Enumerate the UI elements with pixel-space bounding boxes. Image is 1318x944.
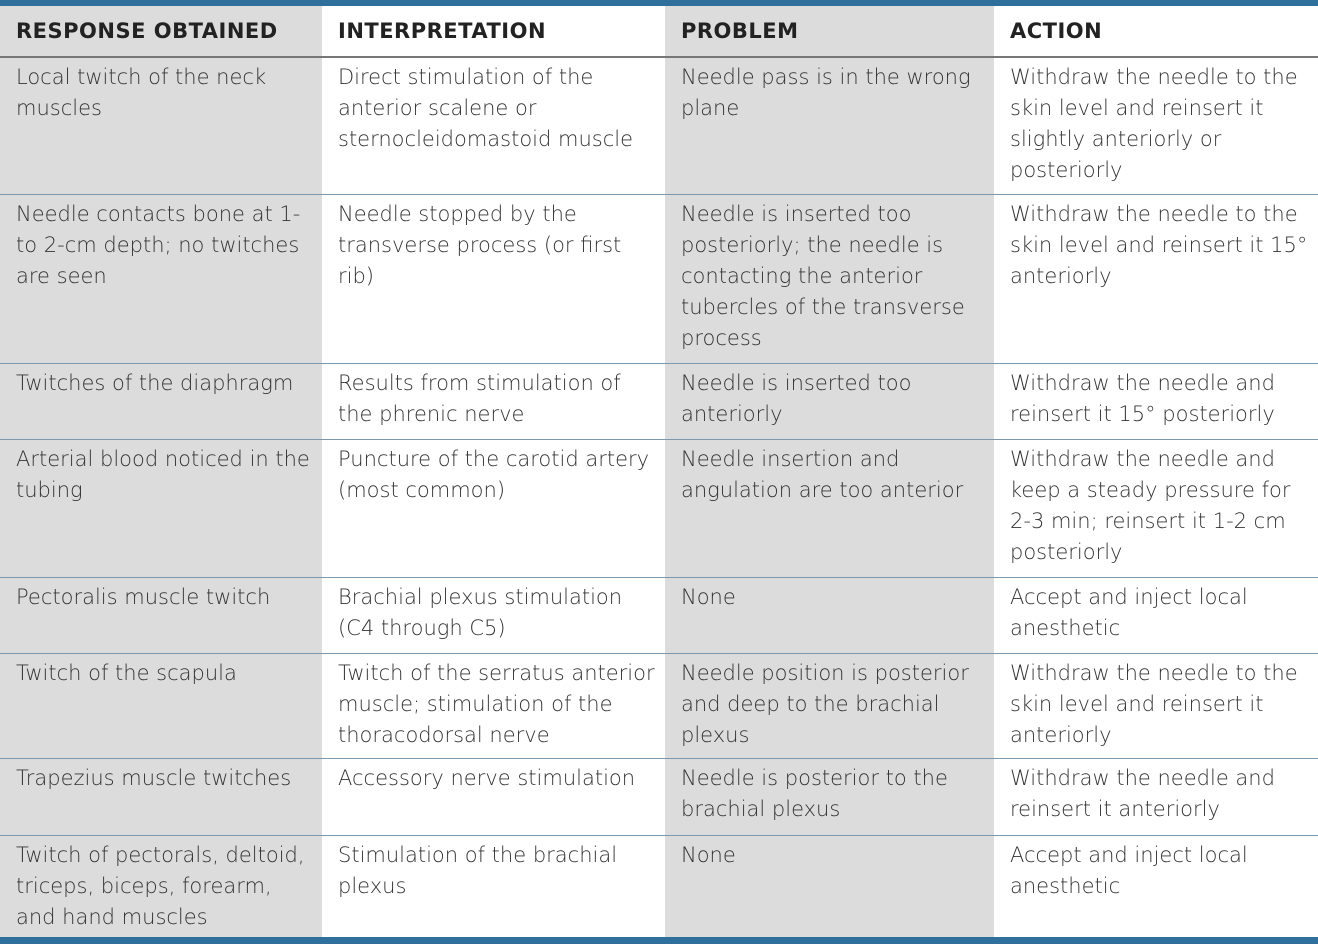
response-cell: Twitch of pectorals, deltoid, triceps, b… xyxy=(0,835,322,941)
interpretation-cell: Puncture of the carotid artery (most com… xyxy=(322,439,665,578)
interpretation-cell: Results from stimulation of the phrenic … xyxy=(322,363,665,440)
action-cell: Withdraw the needle and reinsert it 15° … xyxy=(994,363,1318,440)
problem-cell: Needle is inserted too anteriorly xyxy=(665,363,994,440)
action-cell: Accept and inject local anesthetic xyxy=(994,835,1318,941)
interpretation-cell: Accessory nerve stimulation xyxy=(322,758,665,836)
action-cell: Withdraw the needle to the skin level an… xyxy=(994,653,1318,759)
header-interpretation: INTERPRETATION xyxy=(322,3,665,58)
header-action: ACTION xyxy=(994,3,1318,58)
problem-cell: Needle pass is in the wrong plane xyxy=(665,56,994,195)
action-cell: Withdraw the needle to the skin level an… xyxy=(994,56,1318,195)
header-row: RESPONSE OBTAINED INTERPRETATION PROBLEM… xyxy=(0,3,1318,58)
action-cell: Withdraw the needle and keep a steady pr… xyxy=(994,439,1318,578)
interpretation-cell: Brachial plexus stimulation (C4 through … xyxy=(322,577,665,654)
action-cell: Withdraw the needle to the skin level an… xyxy=(994,194,1318,364)
problem-cell: Needle is inserted too posteriorly; the … xyxy=(665,194,994,364)
problem-cell: None xyxy=(665,835,994,941)
interpretation-cell: Twitch of the serratus anterior muscle; … xyxy=(322,653,665,759)
header-problem: PROBLEM xyxy=(665,3,994,58)
interpretation-cell: Stimulation of the brachial plexus xyxy=(322,835,665,941)
response-cell: Arterial blood noticed in the tubing xyxy=(0,439,322,578)
table-row: Needle contacts bone at 1- to 2-cm depth… xyxy=(0,194,1318,364)
table-row: Local twitch of the neck muscles Direct s… xyxy=(0,56,1318,195)
response-cell: Local twitch of the neck muscles xyxy=(0,56,322,195)
problem-cell: Needle position is posterior and deep to… xyxy=(665,653,994,759)
table-row: Twitch of the scapula Twitch of the serra… xyxy=(0,653,1318,759)
problem-cell: Needle is posterior to the brachial plex… xyxy=(665,758,994,836)
action-cell: Withdraw the needle and reinsert it ante… xyxy=(994,758,1318,836)
interpretation-cell: Needle stopped by the transverse process… xyxy=(322,194,665,364)
response-cell: Trapezius muscle twitches xyxy=(0,758,322,836)
table-row: Arterial blood noticed in the tubing Punc… xyxy=(0,439,1318,578)
response-cell: Needle contacts bone at 1- to 2-cm depth… xyxy=(0,194,322,364)
response-cell: Twitch of the scapula xyxy=(0,653,322,759)
problem-cell: Needle insertion and angulation are too … xyxy=(665,439,994,578)
table-row: Trapezius muscle twitches Accessory nerve… xyxy=(0,758,1318,836)
interpretation-cell: Direct stimulation of the anterior scale… xyxy=(322,56,665,195)
table-row: Pectoralis muscle twitch Brachial plexus … xyxy=(0,577,1318,654)
action-cell: Accept and inject local anesthetic xyxy=(994,577,1318,654)
problem-cell: None xyxy=(665,577,994,654)
response-cell: Twitches of the diaphragm xyxy=(0,363,322,440)
table-row: Twitch of pectorals, deltoid, triceps, b… xyxy=(0,835,1318,941)
header-response-obtained: RESPONSE OBTAINED xyxy=(0,3,322,58)
response-cell: Pectoralis muscle twitch xyxy=(0,577,322,654)
table-row: Twitches of the diaphragm Results from st… xyxy=(0,363,1318,440)
